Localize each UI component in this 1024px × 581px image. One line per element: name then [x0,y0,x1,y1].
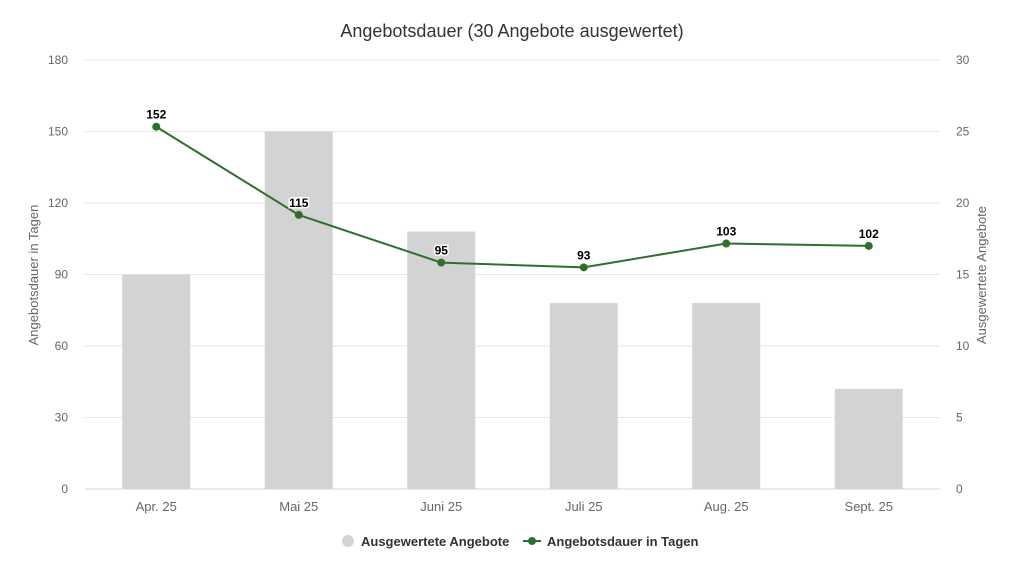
line-point [579,263,588,272]
bar [407,231,476,489]
y-tick-left: 120 [48,196,68,210]
y-tick-right: 30 [956,53,970,67]
y-tick-right: 20 [956,196,970,210]
y-tick-left: 180 [48,53,68,67]
line-point [722,239,731,248]
x-tick-label: Juni 25 [420,499,462,514]
data-label: 95 [435,244,449,258]
y-tick-right: 5 [956,411,963,425]
y-tick-right: 0 [956,482,963,496]
y-tick-left: 0 [61,482,68,496]
x-tick-label: Mai 25 [279,499,318,514]
y-tick-right: 10 [956,339,970,353]
y-tick-left: 30 [55,411,69,425]
legend: Ausgewertete Angebote Angebotsdauer in T… [342,534,698,549]
legend-line-dot [528,537,536,545]
chart-title: Angebotsdauer (30 Angebote ausgewertet) [340,21,683,41]
series-line [155,125,869,269]
legend-bar-marker [342,535,354,547]
data-label: 103 [716,225,736,239]
data-label: 115 [289,196,309,210]
data-label: 93 [577,248,591,262]
legend-line-label: Angebotsdauer in Tagen [547,534,698,549]
line-point [152,122,161,131]
legend-item-line[interactable]: Angebotsdauer in Tagen [523,534,698,549]
line-point [294,210,303,219]
bar [692,303,761,489]
x-tick-label: Juli 25 [565,499,603,514]
y-tick-left: 150 [48,125,68,139]
data-label: 102 [859,227,879,241]
y-tick-right: 15 [956,268,970,282]
y-axis-left-label: Angebotsdauer in Tagen [26,205,41,346]
legend-bar-label: Ausgewertete Angebote [361,534,509,549]
y-tick-right: 25 [956,125,970,139]
y-tick-left: 90 [55,268,69,282]
x-tick-label: Aug. 25 [704,499,749,514]
data-label: 152 [146,108,166,122]
y-tick-left: 60 [55,339,69,353]
bar [834,388,903,489]
x-tick-label: Apr. 25 [136,499,177,514]
line-point [437,258,446,267]
y-axis-right-label: Ausgewertete Angebote [974,206,989,344]
x-tick-label: Sept. 25 [845,499,893,514]
bar [549,303,618,489]
legend-item-bars[interactable]: Ausgewertete Angebote [342,534,509,549]
bar [122,274,191,489]
line-point [864,241,873,250]
bar [264,131,333,489]
